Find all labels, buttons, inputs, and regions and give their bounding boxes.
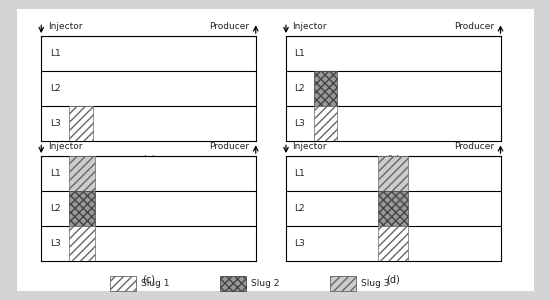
Text: L1: L1 [50,169,60,178]
Text: Slug 1: Slug 1 [141,279,169,288]
Text: Slug 2: Slug 2 [251,279,279,288]
Text: Slug 3: Slug 3 [361,279,389,288]
Text: L1: L1 [295,169,305,178]
Text: L3: L3 [295,119,305,128]
Bar [69,156,95,191]
Text: (a): (a) [142,155,155,165]
Text: (d): (d) [386,275,400,285]
Bar [69,191,95,226]
Text: Producer: Producer [209,142,249,151]
Text: Producer: Producer [454,142,494,151]
Text: L3: L3 [50,119,60,128]
Bar [378,191,408,226]
Text: Producer: Producer [454,22,494,31]
Bar [378,226,408,261]
Bar [69,226,95,261]
Text: L2: L2 [50,204,60,213]
Text: Injector: Injector [48,22,82,31]
Text: (c): (c) [142,275,155,285]
Text: Injector: Injector [293,142,327,151]
Text: L2: L2 [295,204,305,213]
Text: L3: L3 [50,239,60,248]
Text: Producer: Producer [209,22,249,31]
Bar [314,106,338,141]
Bar [69,106,93,141]
Text: L1: L1 [50,49,60,58]
Text: (b): (b) [386,155,400,165]
Text: L2: L2 [295,84,305,93]
Text: L1: L1 [295,49,305,58]
Text: Injector: Injector [293,22,327,31]
Bar [314,71,338,106]
Text: L2: L2 [50,84,60,93]
Bar [378,156,408,191]
Text: L3: L3 [295,239,305,248]
Text: Injector: Injector [48,142,82,151]
